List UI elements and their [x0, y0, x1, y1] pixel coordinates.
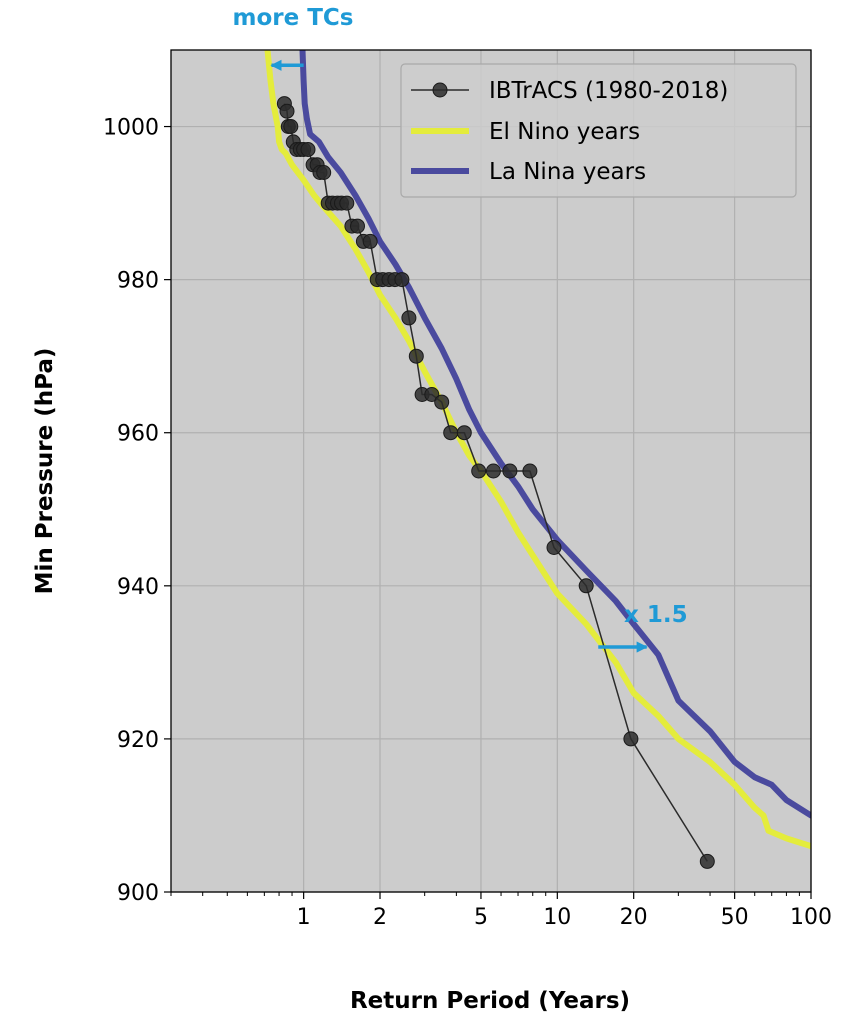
data-point [522, 463, 538, 479]
x-tick-label: 2 [373, 905, 387, 930]
y-tick-label: 980 [117, 269, 159, 294]
data-point [394, 272, 410, 288]
y-tick-label: 900 [117, 881, 159, 906]
y-tick-label: 940 [117, 575, 159, 600]
minor-ticks [170, 892, 800, 896]
axis-ticks: 1 2 5 10 20 50 100 900 920 940 960 980 1000 [103, 116, 832, 930]
plot-frame [170, 49, 812, 893]
x-tick-label: 10 [543, 905, 571, 930]
legend-label-el-nino-years: El Nino years [489, 119, 640, 145]
series-line-el-nino-years [264, 50, 811, 850]
y-tick-label: 920 [117, 728, 159, 753]
data-point [456, 425, 472, 441]
data-point [424, 387, 440, 402]
legend-label-ibtracs-1980-2018: IBTrACS (1980-2018) [489, 78, 728, 104]
y-axis-label: Min Pressure (hPa) [32, 348, 58, 595]
x-tick-label: 50 [721, 905, 749, 930]
y-tick-label: 1000 [103, 116, 159, 141]
x-tick-label: 20 [620, 905, 648, 930]
data-point [401, 310, 417, 326]
x-axis-label: Return Period (Years) [350, 988, 630, 1014]
data-point [362, 233, 378, 249]
series-layer [264, 50, 811, 869]
legend: IBTrACS (1980-2018) El Nino years La Nina … [400, 63, 797, 198]
x-tick-label: 100 [790, 905, 832, 930]
x-tick-label: 1 [297, 905, 311, 930]
data-point [408, 348, 424, 364]
data-point [471, 463, 487, 479]
data-point [279, 103, 295, 119]
data-point [578, 578, 594, 594]
series-line-la-nina-years [299, 50, 811, 819]
data-point [699, 853, 715, 869]
data-point [546, 540, 562, 555]
data-point [283, 119, 299, 134]
legend-marker-ibtracs-1980-2018 [432, 82, 448, 98]
data-point [502, 463, 518, 479]
data-point [434, 394, 450, 410]
y-tick-label: 960 [117, 422, 159, 447]
legend-label-la-nina-years: La Nina years [489, 159, 646, 185]
x-tick-label: 5 [474, 905, 488, 930]
data-point [300, 142, 316, 157]
data-point [485, 463, 501, 479]
legend-box [400, 63, 797, 198]
data-point [316, 165, 332, 180]
annotation-more-tcs: more TCs [233, 5, 354, 31]
data-point [623, 731, 639, 747]
annotations: more TCs x 1.5 [233, 5, 688, 653]
data-point [350, 218, 365, 234]
data-point [339, 195, 355, 211]
data-point [443, 425, 459, 441]
annotation-x-1-5: x 1.5 [624, 602, 688, 628]
